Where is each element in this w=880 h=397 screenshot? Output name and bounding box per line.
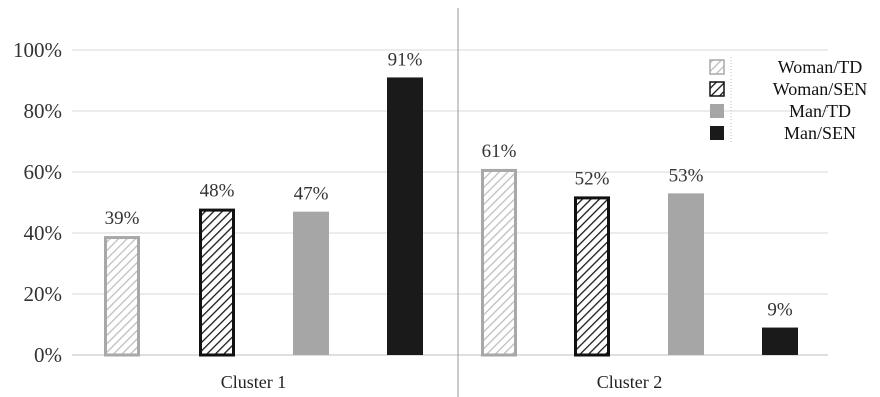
data-label: 47% (294, 184, 329, 205)
y-tick-label: 60% (24, 160, 63, 184)
legend-label: Woman/SEN (773, 79, 868, 99)
legend-label: Man/SEN (784, 123, 856, 143)
bar-man-td-1 (293, 211, 329, 355)
bar-man-sen-1 (387, 77, 423, 355)
bar-woman-td-1 (104, 236, 140, 357)
y-tick-label: 100% (13, 38, 62, 62)
bar-man-sen-2 (762, 327, 798, 355)
data-label: 39% (105, 208, 140, 229)
data-label: 9% (767, 300, 793, 321)
bar-woman-sen-2 (574, 196, 610, 357)
data-label: 91% (388, 49, 423, 70)
legend-swatch (710, 104, 724, 118)
legend-swatch (709, 81, 725, 97)
bar-woman-sen-1 (199, 208, 235, 357)
bar-woman-td-2 (481, 168, 517, 357)
x-category-label: Cluster 2 (597, 372, 663, 392)
data-label: 61% (482, 141, 517, 162)
data-label: 48% (200, 181, 235, 202)
y-tick-label: 0% (34, 343, 62, 367)
legend-label: Woman/TD (778, 57, 863, 77)
bar-man-td-2 (668, 193, 704, 355)
legend-swatch (709, 59, 725, 75)
legend-swatch (710, 126, 724, 140)
y-tick-label: 40% (24, 221, 63, 245)
data-label: 52% (575, 168, 610, 189)
data-label: 53% (669, 165, 704, 186)
y-tick-label: 20% (24, 282, 63, 306)
legend-label: Man/TD (789, 101, 851, 121)
x-category-label: Cluster 1 (221, 372, 287, 392)
y-tick-label: 80% (24, 99, 63, 123)
